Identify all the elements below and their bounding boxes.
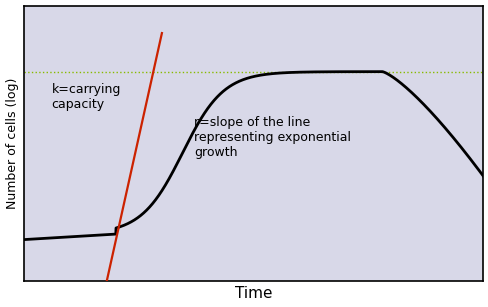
Text: r=slope of the line
representing exponential
growth: r=slope of the line representing exponen…	[194, 116, 350, 159]
X-axis label: Time: Time	[235, 286, 272, 301]
Y-axis label: Number of cells (log): Number of cells (log)	[5, 78, 19, 209]
Text: k=carrying
capacity: k=carrying capacity	[52, 83, 121, 111]
